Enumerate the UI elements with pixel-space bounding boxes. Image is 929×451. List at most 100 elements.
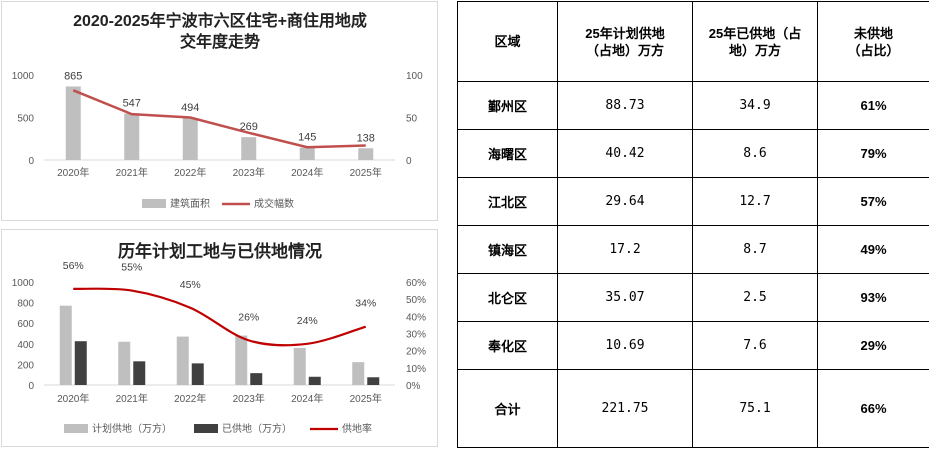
legend-label-building-area: 建筑面积 [170,197,210,210]
chart-panel-land-trend: 2020-2025年宁波市六区住宅+商住用地成交年度走势 0 500 1000 0 50 1… [1,1,438,221]
chart-supply: 历年计划工地与已供地情况020040060080010000%10%20%30%… [2,230,437,446]
supplied-cell: 2.5 [693,274,818,322]
table-row: 鄞州区 88.73 34.9 61% [458,82,929,130]
y-tick-right: 60% [406,278,426,289]
table-header-cell: 25年计划供地（占地）万方 [558,2,693,82]
table-row: 江北区 29.64 12.7 57% [458,178,929,226]
planned-supply-cell: 10.69 [558,322,693,370]
legend-label-supplied: 已供地（万方） [222,422,292,435]
bar-building-area [124,114,139,160]
legend-swatch-planned-supply [64,424,88,433]
chart-title: 交年度走势 [180,32,260,51]
district-cell: 镇海区 [458,226,558,274]
x-tick-label: 2020年 [57,166,89,179]
bar-building-area [241,137,256,160]
line-transaction-count [73,90,366,147]
line-data-label: 26% [238,311,259,323]
x-tick-label: 2023年 [233,166,265,179]
unsupplied-ratio-cell: 49% [818,226,929,274]
table-row: 北仑区 35.07 2.5 93% [458,274,929,322]
y-tick-left: 600 [17,319,34,330]
table-total-row: 合计 221.75 75.1 66% [458,370,929,448]
district-supply-table: 区域 25年计划供地（占地）万方 25年已供地（占地）万方 未供地（占比） 鄞州… [457,1,929,448]
chart-title: 历年计划工地与已供地情况 [118,241,322,261]
supplied-cell: 8.6 [693,130,818,178]
chart-title: 2020-2025年宁波市六区住宅+商住用地成 [73,11,367,30]
district-cell: 北仑区 [458,274,558,322]
bar-planned-supply [118,342,130,385]
x-tick-label: 2024年 [291,166,323,179]
table-header-cell: 未供地（占比） [818,2,929,82]
supplied-cell: 34.9 [693,82,818,130]
legend-swatch-building-area [142,199,166,208]
supplied-cell: 12.7 [693,178,818,226]
unsupplied-ratio-cell: 61% [818,82,929,130]
x-tick-label: 2021年 [116,392,148,405]
bar-data-label: 547 [123,98,141,110]
supplied-cell: 8.7 [693,226,818,274]
y-tick-left: 800 [17,299,34,310]
line-data-label: 24% [297,315,318,327]
y-tick-right: 0% [406,381,421,392]
y-tick-left: 1000 [12,71,35,82]
legend-swatch-supplied [194,424,218,433]
line-data-label: 45% [180,279,201,291]
y-tick-right: 20% [406,347,426,358]
table-header-cell: 区域 [458,2,558,82]
y-tick-right: 30% [406,330,426,341]
table-header-cell: 25年已供地（占地）万方 [693,2,818,82]
district-cell: 鄞州区 [458,82,558,130]
bar-supplied [192,363,204,385]
unsupplied-ratio-cell: 79% [818,130,929,178]
bar-supplied [133,361,145,385]
y-tick-right: 50 [406,114,418,125]
y-tick-left: 400 [17,340,34,351]
line-supply-rate [73,289,366,346]
planned-supply-cell: 88.73 [558,82,693,130]
table-row: 镇海区 17.2 8.7 49% [458,226,929,274]
planned-supply-cell: 40.42 [558,130,693,178]
bar-supplied [309,377,321,385]
bar-data-label: 145 [298,132,316,144]
bar-supplied [367,377,379,385]
line-data-label: 56% [63,260,84,272]
legend-label-transaction-count: 成交幅数 [254,197,294,210]
unsupplied-ratio-cell: 57% [818,178,929,226]
y-tick-right: 0 [406,156,412,167]
bar-planned-supply [235,336,247,385]
bar-building-area [66,86,81,160]
bar-planned-supply [352,362,364,385]
bar-building-area [358,148,373,160]
bar-data-label: 138 [357,132,375,144]
planned-supply-cell: 35.07 [558,274,693,322]
table-row: 海曙区 40.42 8.6 79% [458,130,929,178]
x-tick-label: 2025年 [350,166,382,179]
y-tick-left: 500 [17,114,34,125]
planned-supply-cell: 17.2 [558,226,693,274]
x-tick-label: 2021年 [116,166,148,179]
planned-supply-total-cell: 221.75 [558,370,693,448]
supplied-cell: 7.6 [693,322,818,370]
y-tick-left: 0 [28,156,34,167]
y-tick-right: 50% [406,295,426,306]
x-tick-label: 2022年 [174,166,206,179]
table-header-row: 区域 25年计划供地（占地）万方 25年已供地（占地）万方 未供地（占比） [458,2,929,82]
supplied-total-cell: 75.1 [693,370,818,448]
y-tick-right: 10% [406,364,426,375]
district-cell: 江北区 [458,178,558,226]
y-tick-left: 1000 [12,278,35,289]
line-data-label: 34% [355,298,376,310]
bar-planned-supply [177,337,189,385]
district-cell: 奉化区 [458,322,558,370]
y-tick-left: 200 [17,360,34,371]
bar-building-area [183,118,198,160]
x-tick-label: 2022年 [174,392,206,405]
bar-planned-supply [60,306,72,385]
y-tick-right: 40% [406,312,426,323]
table-row: 奉化区 10.69 7.6 29% [458,322,929,370]
line-data-label: 55% [121,262,142,274]
x-tick-label: 2025年 [350,392,382,405]
bar-planned-supply [294,348,306,385]
